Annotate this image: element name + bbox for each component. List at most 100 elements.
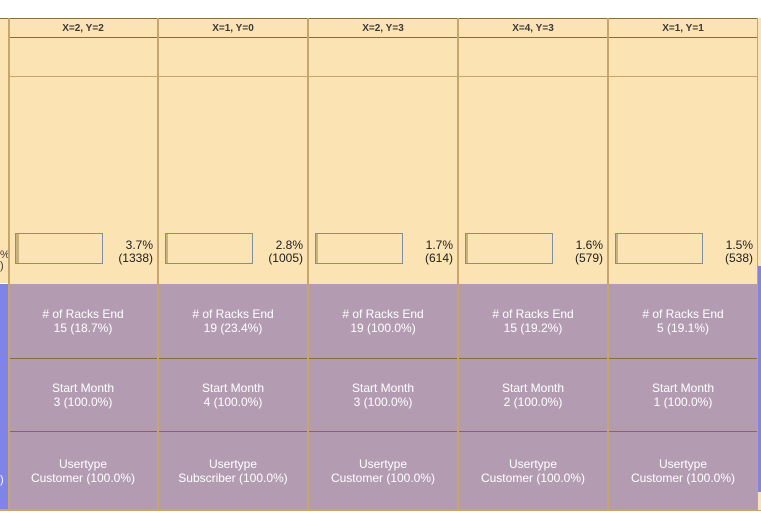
- start-month-label: Start Month: [351, 381, 415, 395]
- left-partial-cell: % ): [0, 39, 10, 283]
- start-month-label: Start Month: [51, 381, 115, 395]
- usertype-value: Customer (100.0%): [630, 470, 736, 485]
- node-column[interactable]: X=2, Y=2 3.7% (1338) # of Racks End 15 (…: [9, 18, 157, 510]
- node-header-label: X=1, Y=1: [662, 22, 704, 34]
- node-size-count: (1338): [118, 251, 153, 265]
- usertype-label: Usertype: [58, 456, 108, 471]
- node-header-label: X=4, Y=3: [512, 22, 554, 34]
- node-size-bar: [465, 233, 553, 264]
- racks-end-cell: # of Racks End 5 (19.1%): [609, 284, 757, 359]
- start-month-value: 4 (100.0%): [203, 395, 263, 409]
- left-partial-usertype: ): [0, 474, 4, 486]
- racks-end-value: 15 (19.2%): [503, 321, 563, 335]
- node-header[interactable]: X=2, Y=2: [9, 18, 157, 38]
- racks-end-label: # of Racks End: [642, 307, 724, 321]
- node-chart-area: [309, 77, 457, 229]
- left-partial-pct: %: [0, 249, 10, 261]
- node-empty-row: [459, 38, 607, 77]
- node-size-count: (579): [574, 251, 603, 265]
- node-size-percent: 2.8%: [275, 238, 303, 252]
- node-empty-row: [609, 38, 757, 77]
- node-size-row: 3.7% (1338): [9, 228, 157, 284]
- usertype-cell: Usertype Customer (100.0%): [609, 432, 757, 510]
- start-month-label: Start Month: [201, 381, 265, 395]
- start-month-label: Start Month: [501, 381, 565, 395]
- usertype-cell: Usertype Customer (100.0%): [459, 432, 607, 510]
- usertype-label: Usertype: [208, 456, 258, 471]
- left-partial-count: ): [0, 260, 4, 272]
- racks-end-value: 19 (100.0%): [350, 321, 416, 335]
- node-size-bar-fill: [16, 234, 19, 263]
- node-size-bar: [165, 233, 253, 264]
- node-empty-row: [309, 38, 457, 77]
- start-month-cell: Start Month 1 (100.0%): [609, 359, 757, 432]
- usertype-value: Customer (100.0%): [330, 470, 436, 485]
- node-header[interactable]: X=1, Y=0: [159, 18, 307, 38]
- usertype-label: Usertype: [508, 456, 558, 471]
- left-partial-attr-cell: ): [0, 284, 8, 510]
- node-column[interactable]: X=1, Y=1 1.5% (538) # of Racks End 5 (19…: [609, 18, 757, 510]
- column-separator: [607, 18, 609, 510]
- start-month-cell: Start Month 4 (100.0%): [159, 359, 307, 432]
- usertype-label: Usertype: [358, 456, 408, 471]
- usertype-label: Usertype: [658, 456, 708, 471]
- node-size-row: 2.8% (1005): [159, 228, 307, 284]
- racks-end-label: # of Racks End: [192, 307, 274, 321]
- usertype-cell: Usertype Subscriber (100.0%): [159, 432, 307, 510]
- node-chart-area: [9, 77, 157, 229]
- node-size-bar-fill: [616, 234, 618, 263]
- usertype-cell: Usertype Customer (100.0%): [309, 432, 457, 510]
- usertype-value: Customer (100.0%): [30, 470, 136, 485]
- racks-end-cell: # of Racks End 19 (100.0%): [309, 284, 457, 359]
- node-header[interactable]: X=2, Y=3: [309, 18, 457, 38]
- node-size-bar-fill: [166, 234, 168, 263]
- node-size-row: 1.6% (579): [459, 228, 607, 284]
- racks-end-label: # of Racks End: [492, 307, 574, 321]
- start-month-value: 3 (100.0%): [53, 395, 113, 409]
- usertype-value: Subscriber (100.0%): [178, 470, 288, 485]
- node-column[interactable]: X=4, Y=3 1.6% (579) # of Racks End 15 (1…: [459, 18, 607, 510]
- start-month-value: 1 (100.0%): [653, 395, 713, 409]
- node-size-row: 1.7% (614): [309, 228, 457, 284]
- racks-end-label: # of Racks End: [342, 307, 424, 321]
- node-header-label: X=2, Y=2: [62, 22, 104, 34]
- start-month-value: 3 (100.0%): [353, 395, 413, 409]
- node-empty-row: [9, 38, 157, 77]
- node-size-count: (538): [724, 251, 753, 265]
- node-chart-area: [459, 77, 607, 229]
- start-month-label: Start Month: [651, 381, 715, 395]
- node-header[interactable]: X=4, Y=3: [459, 18, 607, 38]
- column-separator: [8, 18, 10, 510]
- node-size-bar-fill: [466, 234, 468, 263]
- racks-end-cell: # of Racks End 15 (19.2%): [459, 284, 607, 359]
- node-header-label: X=1, Y=0: [212, 22, 254, 34]
- node-size-percent: 1.6%: [575, 238, 603, 252]
- usertype-cell: Usertype Customer (100.0%): [9, 432, 157, 510]
- node-chart-area: [609, 77, 757, 229]
- node-size-count: (614): [424, 251, 453, 265]
- racks-end-cell: # of Racks End 15 (18.7%): [9, 284, 157, 359]
- left-partial-header: [0, 18, 8, 40]
- node-column[interactable]: X=1, Y=0 2.8% (1005) # of Racks End 19 (…: [159, 18, 307, 510]
- node-size-row: 1.5% (538): [609, 228, 757, 284]
- start-month-cell: Start Month 3 (100.0%): [9, 359, 157, 432]
- node-size-bar: [315, 233, 403, 264]
- node-size-bar-fill: [316, 234, 318, 263]
- node-header-label: X=2, Y=3: [362, 22, 404, 34]
- node-column[interactable]: X=2, Y=3 1.7% (614) # of Racks End 19 (1…: [309, 18, 457, 510]
- start-month-cell: Start Month 3 (100.0%): [309, 359, 457, 432]
- column-separator: [157, 18, 159, 510]
- node-size-percent: 3.7%: [125, 238, 153, 252]
- racks-end-value: 5 (19.1%): [656, 321, 710, 335]
- grid-bottom-line: [0, 509, 761, 511]
- start-month-value: 2 (100.0%): [503, 395, 563, 409]
- node-size-bar: [615, 233, 703, 264]
- column-separator: [457, 18, 459, 510]
- node-size-percent: 1.7%: [425, 238, 453, 252]
- start-month-cell: Start Month 2 (100.0%): [459, 359, 607, 432]
- node-header[interactable]: X=1, Y=1: [609, 18, 757, 38]
- racks-end-value: 19 (23.4%): [203, 321, 263, 335]
- node-size-count: (1005): [268, 251, 303, 265]
- racks-end-value: 15 (18.7%): [53, 321, 113, 335]
